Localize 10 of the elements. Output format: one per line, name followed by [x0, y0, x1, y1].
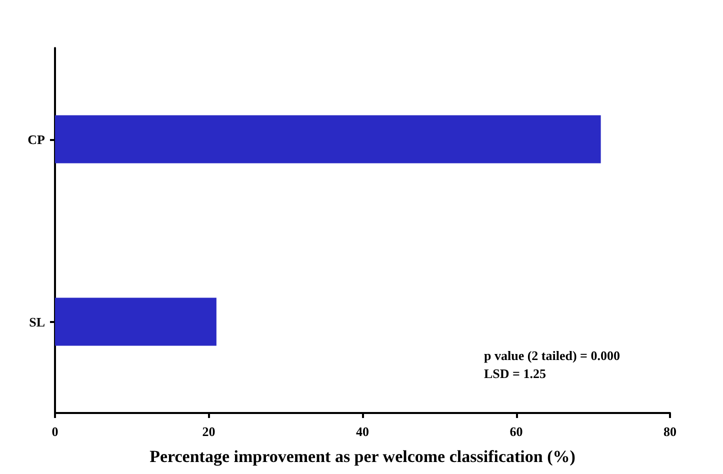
- x-tick-label: 20: [202, 424, 216, 439]
- y-tick-label: CP: [28, 132, 46, 147]
- x-tick-label: 0: [52, 424, 58, 439]
- x-axis-title: Percentage improvement as per welcome classification (%): [150, 447, 576, 466]
- x-tick-label: 60: [510, 424, 523, 439]
- y-tick-label: SL: [29, 314, 46, 330]
- x-tick-label: 80: [664, 424, 676, 439]
- annotation: p value (2 tailed) = 0.000: [484, 348, 620, 363]
- x-tick-label: 40: [356, 424, 369, 439]
- annotation: LSD = 1.25: [484, 366, 546, 381]
